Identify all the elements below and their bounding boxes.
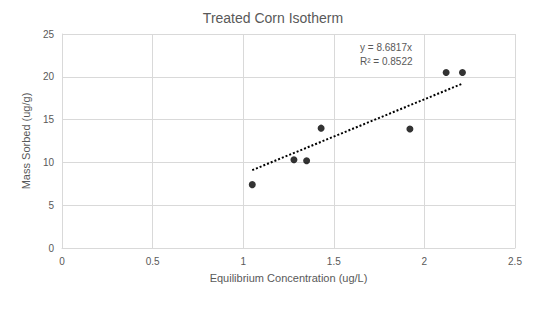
svg-text:R² = 0.8522: R² = 0.8522 xyxy=(360,56,413,67)
svg-text:y = 8.6817x: y = 8.6817x xyxy=(360,42,412,53)
svg-text:10: 10 xyxy=(43,157,55,168)
svg-text:15: 15 xyxy=(43,114,55,125)
svg-text:Equilibrium Concentration (ug/: Equilibrium Concentration (ug/L) xyxy=(210,272,368,284)
svg-text:1: 1 xyxy=(240,256,246,267)
svg-text:0: 0 xyxy=(48,243,54,254)
svg-text:0: 0 xyxy=(59,256,65,267)
svg-text:2: 2 xyxy=(422,256,428,267)
svg-text:5: 5 xyxy=(48,200,54,211)
svg-text:1.5: 1.5 xyxy=(327,256,341,267)
svg-text:2.5: 2.5 xyxy=(508,256,522,267)
svg-text:25: 25 xyxy=(43,29,55,40)
svg-text:0.5: 0.5 xyxy=(146,256,160,267)
svg-text:20: 20 xyxy=(43,71,55,82)
svg-text:Mass Sorbed (ug/g): Mass Sorbed (ug/g) xyxy=(20,93,32,190)
svg-text:Treated Corn Isotherm: Treated Corn Isotherm xyxy=(203,10,343,26)
